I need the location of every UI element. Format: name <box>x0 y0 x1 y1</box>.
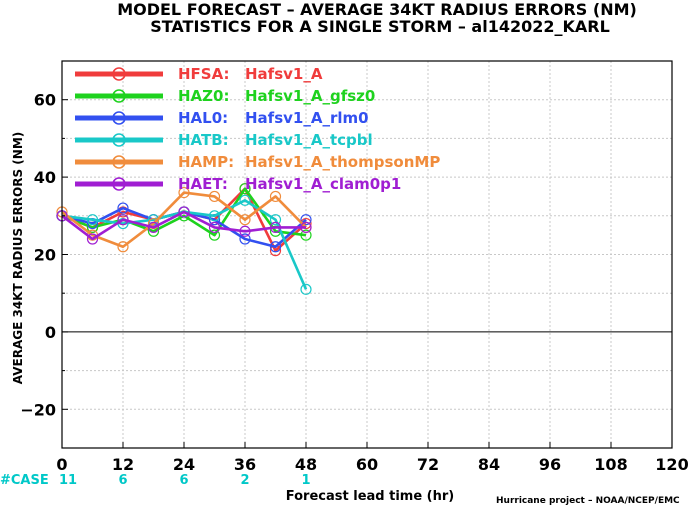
case-counts: #CASE 11 6 6 2 1 <box>0 473 311 488</box>
data-point <box>269 214 282 226</box>
case-count: 6 <box>179 473 188 488</box>
series-layer <box>56 183 312 295</box>
y-tick-label: 20 <box>34 246 56 265</box>
data-point <box>239 214 251 226</box>
data-point <box>239 194 251 206</box>
y-tick-label: 60 <box>34 91 56 110</box>
legend-name: Hafsv1_A_thompsonMP <box>245 153 440 171</box>
case-count: 1 <box>301 473 310 488</box>
series-line <box>61 210 306 241</box>
series-line <box>61 191 307 249</box>
data-point <box>300 229 312 241</box>
data-point <box>208 221 221 234</box>
legend-item: HFSA: Hafsv1_A <box>75 65 323 83</box>
data-point <box>269 221 282 234</box>
data-point <box>147 221 160 234</box>
y-tick-label: −20 <box>20 400 56 419</box>
legend-code: HFSA: <box>178 65 230 83</box>
legend-name: Hafsv1_A <box>245 65 323 83</box>
data-point <box>208 229 221 241</box>
legend-name: Hafsv1_A_clam0p1 <box>245 175 401 193</box>
data-point <box>239 183 251 195</box>
case-label: #CASE <box>0 473 49 488</box>
y-axis-label: AVERAGE 34KT RADIUS ERRORS (NM) <box>11 132 25 384</box>
legend-marker <box>112 111 126 125</box>
legend-marker <box>112 177 126 191</box>
y-tick-label: 0 <box>45 323 56 342</box>
x-tick-label: 72 <box>417 455 439 474</box>
x-tick-label: 24 <box>173 455 195 474</box>
legend-item: HAZ0: Hafsv1_A_gfsz0 <box>75 87 375 105</box>
legend-marker <box>112 67 126 81</box>
case-count: 2 <box>240 473 249 488</box>
data-point <box>178 186 190 199</box>
y-tick-labels: −20 0 20 40 60 <box>20 91 68 419</box>
x-axis-label: Forecast lead time (hr) <box>286 489 454 504</box>
legend-marker <box>112 89 126 103</box>
x-tick-label: 84 <box>478 455 500 474</box>
data-point <box>117 241 129 253</box>
data-point <box>86 214 99 226</box>
legend-code: HATB: <box>178 131 229 149</box>
x-tick-label: 120 <box>655 455 688 474</box>
legend-code: HAMP: <box>178 153 234 171</box>
legend: HFSA: Hafsv1_A HAZ0: Hafsv1_A_gfsz0 HAL0: Haf… <box>75 65 440 193</box>
x-tick-label: 48 <box>295 455 317 474</box>
legend-name: Hafsv1_A_tcpbl <box>245 131 373 149</box>
legend-code: HAET: <box>178 175 228 193</box>
case-count: 11 <box>59 473 77 488</box>
data-point <box>208 210 221 222</box>
data-point <box>300 221 312 234</box>
x-tick-label: 36 <box>234 455 256 474</box>
x-tick-label: 60 <box>356 455 378 474</box>
chart-title: MODEL FORECAST – AVERAGE 34KT RADIUS ERR… <box>117 0 637 19</box>
x-tick-label: 0 <box>56 455 67 474</box>
x-tick-labels: 0 12 24 36 48 60 72 84 96 108 120 <box>56 442 689 474</box>
data-point <box>239 233 251 245</box>
legend-item: HATB: Hafsv1_A_tcpbl <box>75 131 373 149</box>
x-tick-label: 96 <box>539 455 561 474</box>
series-line <box>61 187 307 237</box>
legend-name: Hafsv1_A_rlm0 <box>245 109 369 127</box>
data-point <box>117 214 129 226</box>
series-Hafsv1_A_clam0p1 <box>56 206 312 245</box>
data-point <box>117 202 129 214</box>
x-tick-label: 108 <box>594 455 627 474</box>
data-point <box>300 214 312 226</box>
legend-marker <box>112 155 126 169</box>
chart-subtitle: STATISTICS FOR A SINGLE STORM – al142022… <box>150 17 610 36</box>
y-tick-label: 40 <box>34 168 56 187</box>
credit-text: Hurricane project – NOAA/NCEP/EMC <box>496 496 680 506</box>
legend-code: HAZ0: <box>178 87 229 105</box>
legend-name: Hafsv1_A_gfsz0 <box>245 87 375 105</box>
data-point <box>178 206 190 218</box>
data-point <box>300 283 312 295</box>
case-count: 6 <box>118 473 127 488</box>
data-point <box>86 233 99 245</box>
data-point <box>239 225 251 237</box>
legend-item: HAL0: Hafsv1_A_rlm0 <box>75 109 369 127</box>
grid <box>62 61 672 448</box>
legend-item: HAMP: Hafsv1_A_thompsonMP <box>75 153 440 171</box>
data-point <box>269 190 282 203</box>
legend-marker <box>112 133 126 147</box>
data-point <box>208 190 221 203</box>
legend-item: HAET: Hafsv1_A_clam0p1 <box>75 175 401 193</box>
data-point <box>269 241 282 253</box>
x-tick-label: 12 <box>112 455 134 474</box>
legend-code: HAL0: <box>178 109 228 127</box>
